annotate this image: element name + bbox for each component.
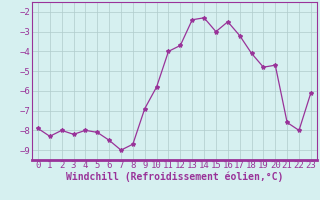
X-axis label: Windchill (Refroidissement éolien,°C): Windchill (Refroidissement éolien,°C) [66,172,283,182]
